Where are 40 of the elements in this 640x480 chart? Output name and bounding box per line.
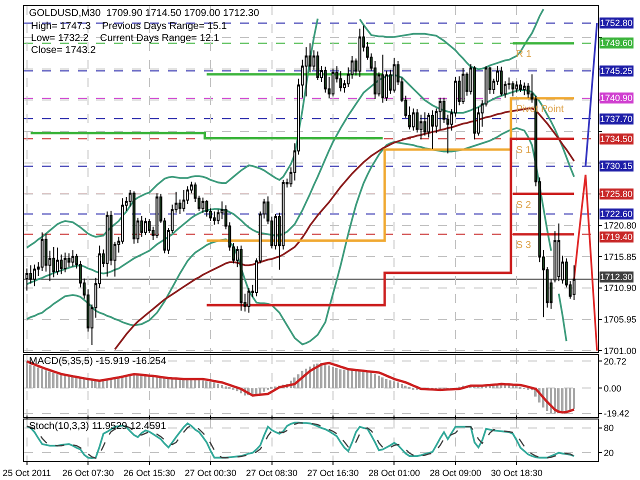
y-tick-label: 1701.00 [604,346,636,356]
annotation: High= 1747.3 [31,21,92,32]
x-tick-label: 25 Oct 2011 [2,468,52,478]
x-tick-label: 26 Oct 07:30 [62,468,114,478]
ref-line-label: 1749.60 [600,38,633,48]
ref-line-label: 1730.15 [600,161,633,171]
annotation: Current Days Range= 12.1 [100,33,220,44]
ref-line-label: 1737.70 [600,114,633,124]
x-tick-label: 26 Oct 15:30 [124,468,176,478]
y-tick-label: 80 [604,423,614,434]
y-tick-label: -19.42 [604,408,630,419]
x-tick-label: 30 Oct 18:30 [490,468,542,478]
ref-line-label: 1740.90 [600,93,633,103]
x-tick-label: 27 Oct 08:30 [246,468,298,478]
annotation: Previous Days Range= 15.1 [102,21,228,32]
chart-title: MACD(5,35,5) -15.919 -16.254 [29,356,167,367]
y-tick-label: 1715.85 [604,252,636,262]
y-tick-label: 20 [604,448,614,458]
annotation: S 2 [516,200,532,211]
ref-line-label: 1722.60 [600,209,633,219]
ref-line-label: 1734.50 [600,134,633,144]
annotation: Close= 1743.2 [31,45,96,56]
y-tick-label: 1705.95 [604,314,636,324]
annotation: S 1 [516,145,532,156]
ref-line-label: 1752.80 [600,18,633,28]
ref-line-label: 1719.40 [600,232,633,242]
y-tick-label: 20.72 [604,356,626,366]
x-tick-label: 28 Oct 09:00 [430,468,482,478]
y-tick-label: 0.00 [604,383,622,394]
ref-line-label: 1725.80 [600,189,633,199]
chart-title: GOLDUSD,M30 1709.90 1714.50 1709.00 1712.30 [29,8,260,19]
x-tick-label: 27 Oct 16:30 [307,468,359,478]
x-tick-label: 28 Oct 01:00 [368,468,420,478]
ref-line-label: 1745.25 [600,66,633,76]
y-tick-label: 1720.80 [604,220,636,231]
ref-line-label: 1712.30 [600,272,633,282]
x-tick-label: 27 Oct 00:30 [184,468,236,478]
y-tick-label: 1710.90 [604,283,636,294]
annotation: S 3 [516,240,532,251]
annotation: Low= 1732.2 [31,33,89,44]
